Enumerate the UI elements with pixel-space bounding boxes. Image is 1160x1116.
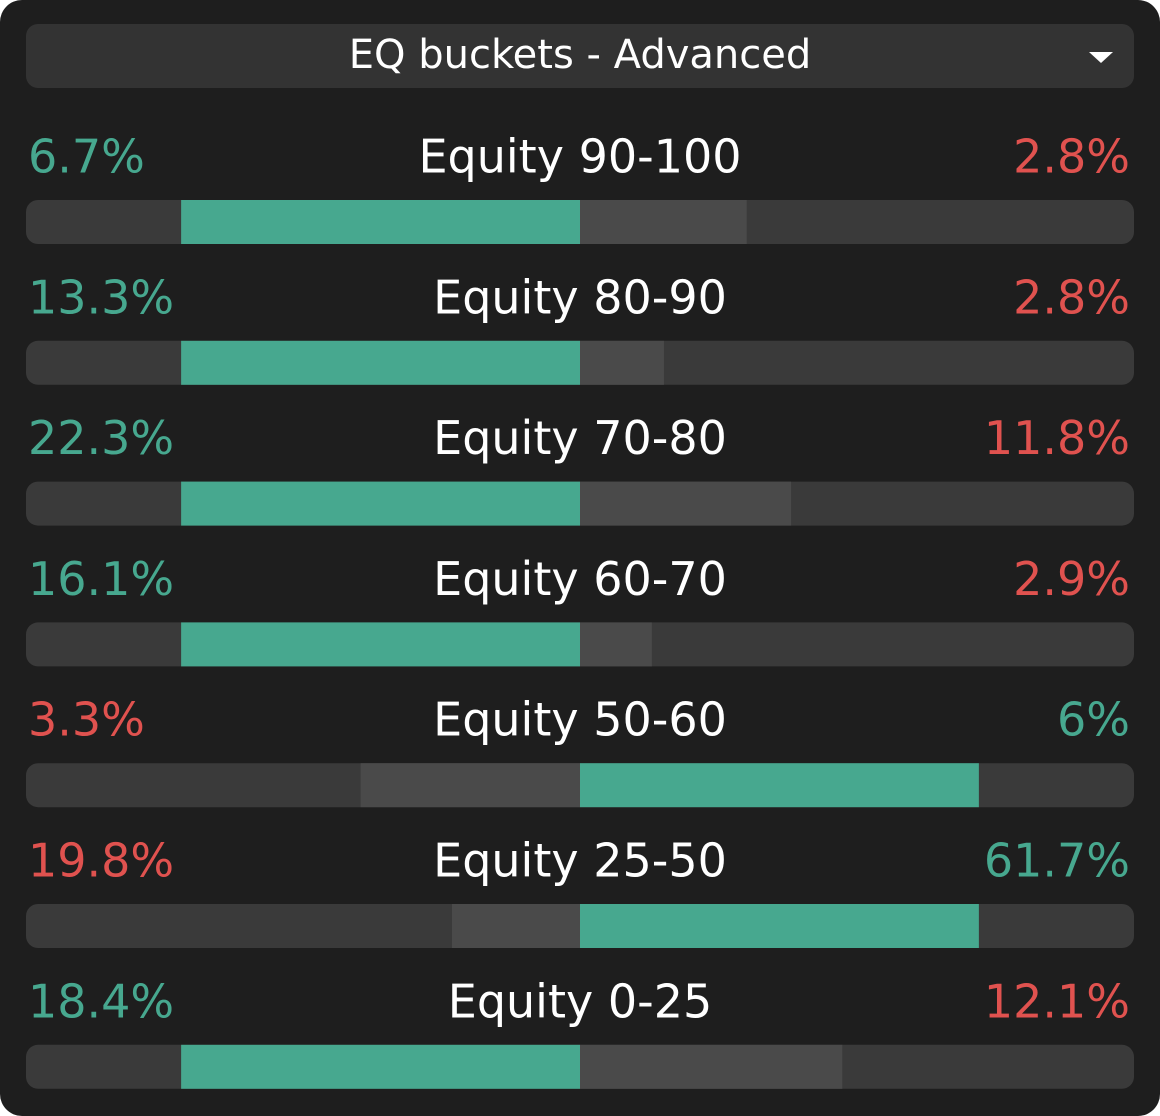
dropdown-arrow[interactable] — [1089, 52, 1113, 63]
left-value: 6.7% — [28, 130, 145, 184]
left-value: 13.3% — [28, 270, 174, 324]
right-value: 2.8% — [1013, 270, 1130, 324]
bucket-label: Equity 70-80 — [433, 411, 727, 465]
right-bar — [580, 200, 747, 244]
left-bar — [181, 1044, 580, 1089]
left-bar — [181, 200, 580, 244]
right-bar — [580, 763, 979, 808]
bucket-label: Equity 25-50 — [433, 834, 727, 888]
left-bar — [181, 340, 580, 385]
right-value: 12.1% — [984, 974, 1130, 1028]
right-bar — [580, 1044, 843, 1089]
right-value: 11.8% — [984, 411, 1130, 465]
left-bar — [181, 622, 580, 667]
left-bar — [181, 481, 580, 526]
right-bar — [580, 340, 664, 385]
left-value: 19.8% — [28, 834, 174, 888]
right-bar — [580, 622, 652, 667]
right-value: 2.9% — [1013, 552, 1130, 606]
right-value: 6% — [1057, 693, 1130, 747]
right-bar — [580, 481, 792, 526]
right-value: 61.7% — [984, 834, 1130, 888]
bucket-label: Equity 60-70 — [433, 552, 727, 606]
left-value: 18.4% — [28, 974, 174, 1028]
bucket-label: Equity 50-60 — [433, 693, 727, 747]
bucket-label: Equity 80-90 — [433, 270, 727, 324]
right-bar — [580, 904, 979, 948]
left-value: 16.1% — [28, 552, 174, 606]
left-value: 22.3% — [28, 411, 174, 465]
left-bar — [360, 763, 580, 808]
left-value: 3.3% — [28, 693, 145, 747]
bucket-label: Equity 0-25 — [448, 974, 712, 1028]
dropdown[interactable] — [26, 24, 1134, 88]
left-bar — [451, 904, 580, 948]
bucket-label: Equity 90-100 — [418, 130, 741, 184]
right-value: 2.8% — [1013, 130, 1130, 184]
dropdown-title: EQ buckets - Advanced — [349, 32, 812, 78]
